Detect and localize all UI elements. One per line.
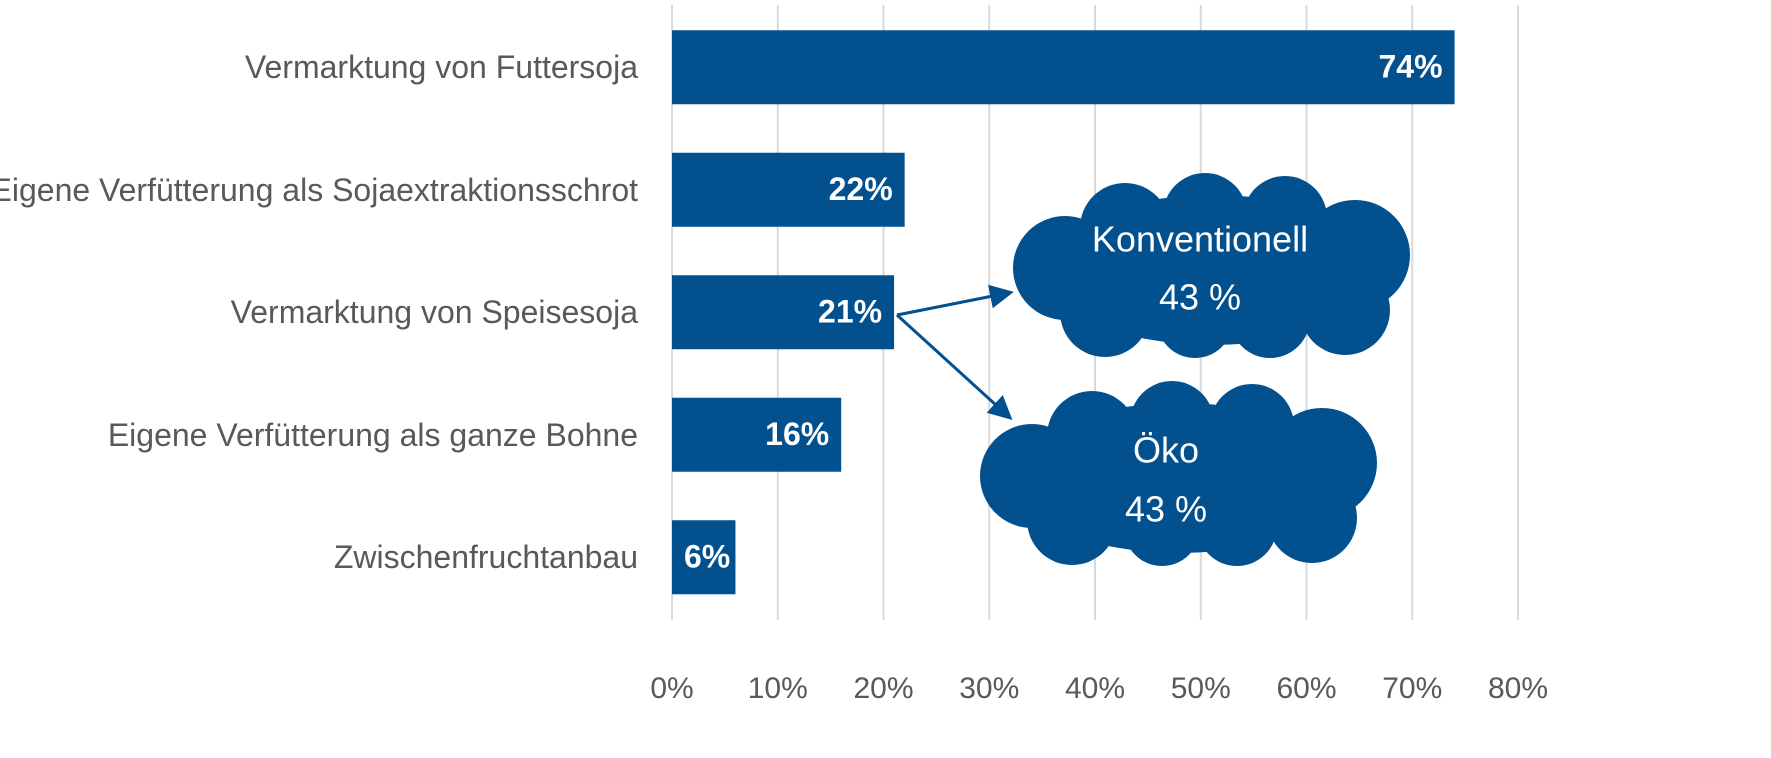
annotation: Konventionell xyxy=(1092,219,1308,260)
x-tick-label: 70% xyxy=(1382,672,1442,705)
x-tick-label: 80% xyxy=(1488,672,1548,705)
value-label: 21% xyxy=(818,294,882,330)
y-tick-label: Eigene Verfütterung als ganze Bohne xyxy=(107,416,638,453)
x-tick-label: 10% xyxy=(748,672,808,705)
annotation: 43 % xyxy=(1159,277,1241,318)
bar xyxy=(672,397,842,472)
arrows xyxy=(895,284,1014,421)
value-label: 74% xyxy=(1379,49,1443,85)
bar xyxy=(672,275,895,350)
cloud xyxy=(1013,173,1410,358)
cloud xyxy=(980,381,1377,566)
x-tick-label: 50% xyxy=(1171,672,1231,705)
bar xyxy=(672,30,1455,105)
annotation: 43 % xyxy=(1125,489,1207,530)
value-label: 6% xyxy=(684,539,730,575)
x-tick-label: 0% xyxy=(650,672,693,705)
y-tick-label: Zwischenfruchtanbau xyxy=(333,539,638,576)
y-tick-label: Vermarktung von Futtersoja xyxy=(244,49,638,86)
x-tick-label: 40% xyxy=(1065,672,1125,705)
x-tick-label: 60% xyxy=(1276,672,1336,705)
value-label: 16% xyxy=(765,416,829,452)
value-label: 22% xyxy=(829,171,893,207)
y-tick-label: Vermarktung von Speisesoja xyxy=(230,294,638,331)
x-tick-label: 30% xyxy=(959,672,1019,705)
y-tick-label: Eigene Verfütterung als Sojaextraktionss… xyxy=(0,171,638,208)
x-tick-label: 20% xyxy=(853,672,913,705)
bar xyxy=(672,520,736,595)
annotation: Öko xyxy=(1133,430,1199,471)
bar xyxy=(672,152,905,227)
